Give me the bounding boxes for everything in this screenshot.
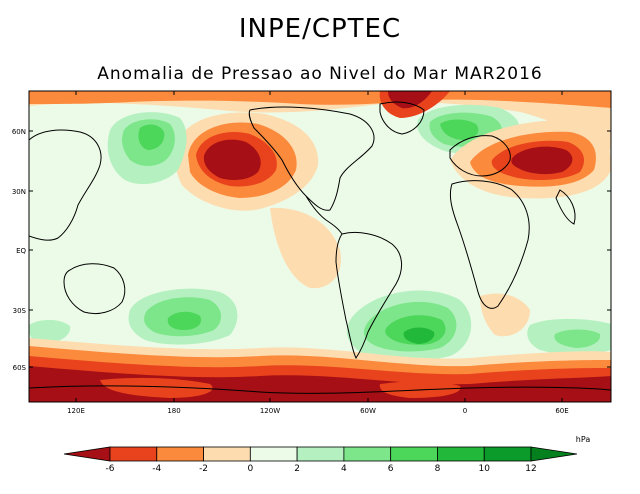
lon-label: 0	[463, 407, 467, 415]
legend-swatch	[343, 446, 392, 462]
legend-swatch	[156, 446, 204, 462]
legend-tick-label: -2	[199, 464, 208, 474]
map-subtitle: Anomalia de Pressao ao Nivel do Mar MAR2…	[97, 64, 543, 84]
legend-arrow-low	[63, 446, 111, 462]
lat-label: 30S	[13, 307, 27, 315]
coast-australia	[63, 263, 126, 315]
legend-swatch	[437, 446, 485, 462]
contour-sio-pos2	[554, 329, 601, 348]
contour-arctic-neg4	[388, 91, 432, 109]
contour-nwpac-pos3	[138, 124, 165, 150]
lon-axis: 120E 180 120W 60W 0 60E	[67, 407, 569, 415]
map-frame	[28, 90, 612, 403]
coastlines	[29, 101, 611, 394]
coast-antarctica	[29, 385, 611, 394]
coast-north-america	[248, 106, 375, 211]
lat-axis: 60N 30N EQ 30S 60S	[12, 128, 27, 372]
legend-unit: hPa	[576, 435, 591, 444]
legend-tick-label: 8	[435, 464, 441, 474]
coast-south-america	[335, 231, 402, 359]
coast-europe	[449, 135, 511, 177]
color-legend: -6 -4 -2 0 2 4 6 8 10 12	[63, 446, 578, 474]
coast-asia	[29, 129, 102, 241]
legend-arrow-high	[530, 446, 578, 462]
coast-central-america	[305, 195, 343, 235]
contour-natl-pos3	[440, 119, 479, 140]
legend-swatch	[296, 446, 345, 462]
contour-npac-neg4	[203, 139, 261, 180]
coast-india	[555, 189, 576, 225]
lat-label: 30N	[12, 188, 26, 196]
lon-label: 120W	[260, 407, 280, 415]
lon-label: 120E	[67, 407, 85, 415]
legend-tick-label: 12	[525, 464, 536, 474]
page-title: INPE/CPTEC	[238, 14, 402, 44]
legend-swatch	[249, 446, 298, 462]
contour-spac-pos3	[167, 311, 202, 330]
coast-africa	[449, 180, 530, 309]
lat-label: EQ	[16, 247, 26, 255]
legend-tick-label: -4	[152, 464, 161, 474]
lat-label: 60S	[13, 364, 27, 372]
contour-indian-neg	[480, 293, 530, 337]
legend-tick-label: 4	[341, 464, 347, 474]
contour-aus-pos	[29, 319, 71, 344]
legend-tick-label: 0	[247, 464, 253, 474]
legend-swatch	[109, 446, 158, 462]
contour-arctic-neg2	[29, 91, 611, 108]
contour-so-lighter	[100, 377, 213, 398]
lat-label: 60N	[12, 128, 26, 136]
contour-eurasia-neg4	[511, 146, 573, 175]
lat-ticks	[29, 130, 611, 368]
legend-swatch	[483, 446, 532, 462]
lon-label: 60W	[360, 407, 376, 415]
legend-swatch	[390, 446, 438, 462]
legend-tick-label: 6	[388, 464, 394, 474]
coast-greenland	[379, 101, 425, 135]
legend-swatch	[203, 446, 251, 462]
contour-tropics-neg	[270, 207, 341, 289]
lon-label: 180	[167, 407, 180, 415]
legend-tick-label: -6	[106, 464, 115, 474]
contour-arctic-neg	[29, 91, 611, 150]
lon-label: 60E	[555, 407, 568, 415]
lon-ticks	[75, 91, 563, 402]
legend-tick-label: 10	[478, 464, 490, 474]
contour-satl-pos4	[403, 327, 435, 344]
legend-tick-label: 2	[294, 464, 300, 474]
